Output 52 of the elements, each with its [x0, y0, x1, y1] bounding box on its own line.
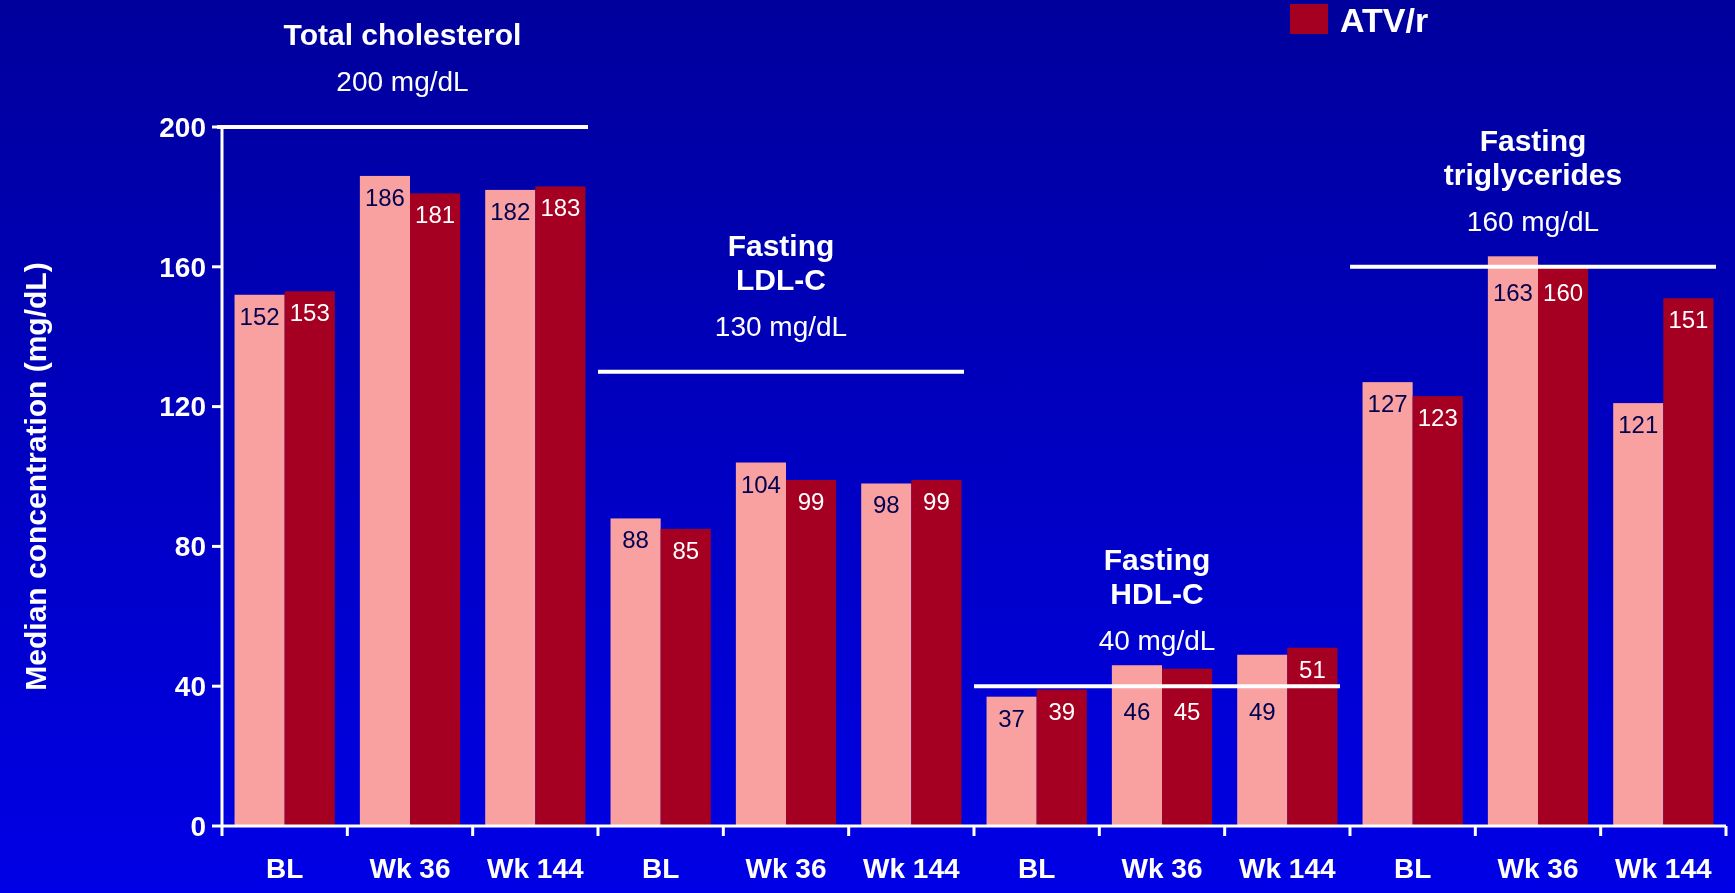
- data-label: 151: [1668, 306, 1709, 334]
- data-label: 181: [415, 201, 456, 229]
- y-axis-title: Median concentration (mg/dL): [19, 262, 52, 691]
- data-label: 98: [872, 491, 900, 519]
- ref-line-label: 200 mg/dL: [336, 66, 469, 97]
- x-tick-label: Wk 36: [745, 853, 827, 884]
- ref-line-label: 160 mg/dL: [1466, 205, 1600, 237]
- data-label: 152: [239, 302, 280, 330]
- data-label: 127: [1367, 390, 1408, 418]
- data-label: 46: [1123, 698, 1151, 726]
- data-label: 183: [540, 194, 581, 222]
- annotation: Fasting LDL-C: [727, 228, 835, 296]
- data-label: 163: [1492, 278, 1533, 306]
- x-tick-label: Wk 144: [1239, 853, 1337, 884]
- legend-label: ATV/r: [1340, 1, 1429, 39]
- y-tick-label: 120: [159, 391, 206, 423]
- data-label: 160: [1543, 278, 1584, 306]
- x-tick-label: Wk 36: [1121, 853, 1203, 884]
- y-tick-label: 200: [159, 111, 206, 143]
- x-tick-label: Wk 144: [863, 853, 961, 884]
- y-tick-label: 80: [174, 531, 206, 563]
- data-label: 153: [289, 299, 330, 327]
- data-label: 88: [622, 526, 649, 554]
- text: Total cholesterol: [283, 18, 522, 51]
- x-tick-label: BL: [1018, 853, 1056, 884]
- data-label: 99: [797, 487, 825, 515]
- data-label: 49: [1248, 698, 1276, 726]
- data-label: 39: [1048, 698, 1076, 726]
- data-label: 123: [1417, 404, 1458, 432]
- x-tick-label: Wk 144: [487, 853, 585, 884]
- x-tick-label: Wk 36: [1497, 853, 1579, 884]
- x-tick-label: BL: [642, 853, 680, 884]
- data-label: 99: [923, 487, 950, 515]
- x-tick-label: Wk 144: [1615, 853, 1713, 884]
- data-label: 37: [998, 704, 1025, 732]
- x-tick-label: BL: [266, 853, 304, 884]
- x-tick-label: BL: [1394, 853, 1432, 884]
- annotation: Fasting HDL-C: [1103, 543, 1211, 611]
- data-label: 45: [1173, 698, 1201, 726]
- x-tick-label: Wk 36: [369, 853, 451, 884]
- y-tick-label: 40: [174, 671, 206, 702]
- data-label: 121: [1618, 411, 1659, 439]
- data-label: 182: [490, 197, 531, 225]
- data-label: 51: [1299, 655, 1326, 683]
- y-tick-label: 160: [159, 251, 206, 283]
- data-label: 186: [364, 183, 405, 211]
- ref-line-label: 40 mg/dL: [1098, 625, 1216, 657]
- y-tick-label: 0: [190, 810, 206, 842]
- data-label: 104: [740, 470, 781, 498]
- annotation: Fasting triglycerides: [1443, 123, 1623, 191]
- ref-line-label: 130 mg/dL: [714, 310, 848, 342]
- data-label: 85: [672, 536, 700, 564]
